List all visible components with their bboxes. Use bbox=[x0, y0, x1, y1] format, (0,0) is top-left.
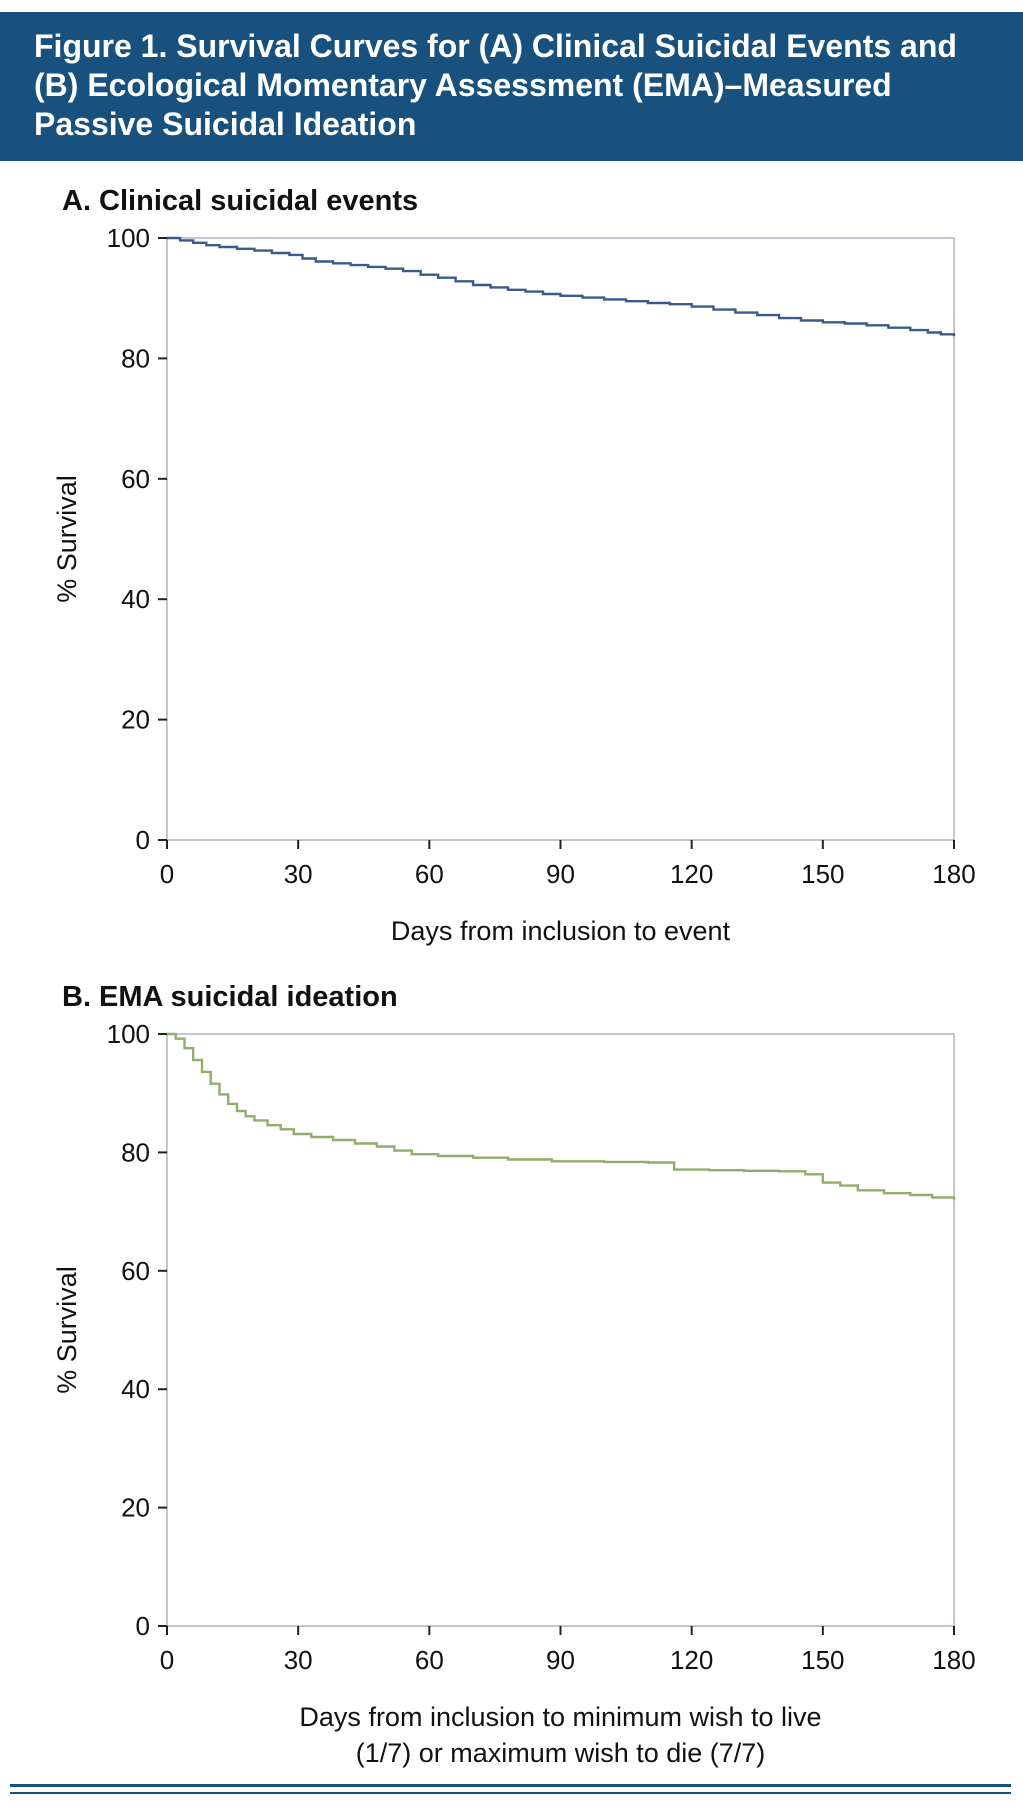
svg-text:100: 100 bbox=[107, 223, 150, 253]
survival-chart-b: 0 30 60 90 120 150 180 0 20 40 60 80 100 % Survival Da… bbox=[52, 1019, 976, 1768]
svg-text:40: 40 bbox=[121, 1374, 150, 1404]
svg-text:0: 0 bbox=[136, 1611, 150, 1641]
svg-text:90: 90 bbox=[546, 1645, 575, 1675]
svg-text:30: 30 bbox=[284, 1645, 313, 1675]
svg-text:80: 80 bbox=[121, 343, 150, 373]
svg-text:150: 150 bbox=[801, 859, 844, 889]
survival-chart-a: 0 30 60 90 120 150 180 0 20 40 60 80 100 % Survival Da… bbox=[52, 223, 976, 946]
svg-text:60: 60 bbox=[121, 464, 150, 494]
svg-text:Days from inclusion to event: Days from inclusion to event bbox=[391, 916, 731, 946]
svg-text:100: 100 bbox=[107, 1019, 150, 1049]
svg-text:(1/7) or maximum wish to die (: (1/7) or maximum wish to die (7/7) bbox=[356, 1738, 766, 1768]
figure-title-banner: Figure 1. Survival Curves for (A) Clinic… bbox=[0, 12, 1023, 162]
figure-title-line: Figure 1. Survival Curves for (A) Clinic… bbox=[34, 28, 957, 64]
svg-text:Days from inclusion to minimum: Days from inclusion to minimum wish to l… bbox=[299, 1702, 821, 1732]
svg-text:150: 150 bbox=[801, 1645, 844, 1675]
svg-text:120: 120 bbox=[670, 1645, 713, 1675]
svg-text:80: 80 bbox=[121, 1137, 150, 1167]
figure-title-line: (B) Ecological Momentary Assessment (EMA… bbox=[34, 67, 892, 104]
svg-text:60: 60 bbox=[121, 1256, 150, 1286]
svg-text:60: 60 bbox=[415, 859, 444, 889]
figure-title-line: Passive Suicidal Ideation bbox=[34, 106, 417, 143]
panel-b-title: B. EMA suicidal ideation bbox=[62, 981, 398, 1014]
svg-text:0: 0 bbox=[136, 825, 150, 855]
svg-text:0: 0 bbox=[160, 1645, 174, 1675]
svg-text:120: 120 bbox=[670, 859, 713, 889]
bottom-double-rule bbox=[10, 1784, 1011, 1795]
svg-text:180: 180 bbox=[932, 859, 975, 889]
svg-text:20: 20 bbox=[121, 1493, 150, 1523]
svg-text:20: 20 bbox=[121, 705, 150, 735]
panel-a-title: A. Clinical suicidal events bbox=[62, 185, 419, 218]
svg-text:0: 0 bbox=[160, 859, 174, 889]
svg-text:30: 30 bbox=[284, 859, 313, 889]
svg-text:% Survival: % Survival bbox=[52, 475, 82, 603]
svg-text:180: 180 bbox=[932, 1645, 975, 1675]
svg-text:% Survival: % Survival bbox=[52, 1266, 82, 1394]
svg-text:40: 40 bbox=[121, 584, 150, 614]
svg-text:90: 90 bbox=[546, 859, 575, 889]
svg-text:60: 60 bbox=[415, 1645, 444, 1675]
